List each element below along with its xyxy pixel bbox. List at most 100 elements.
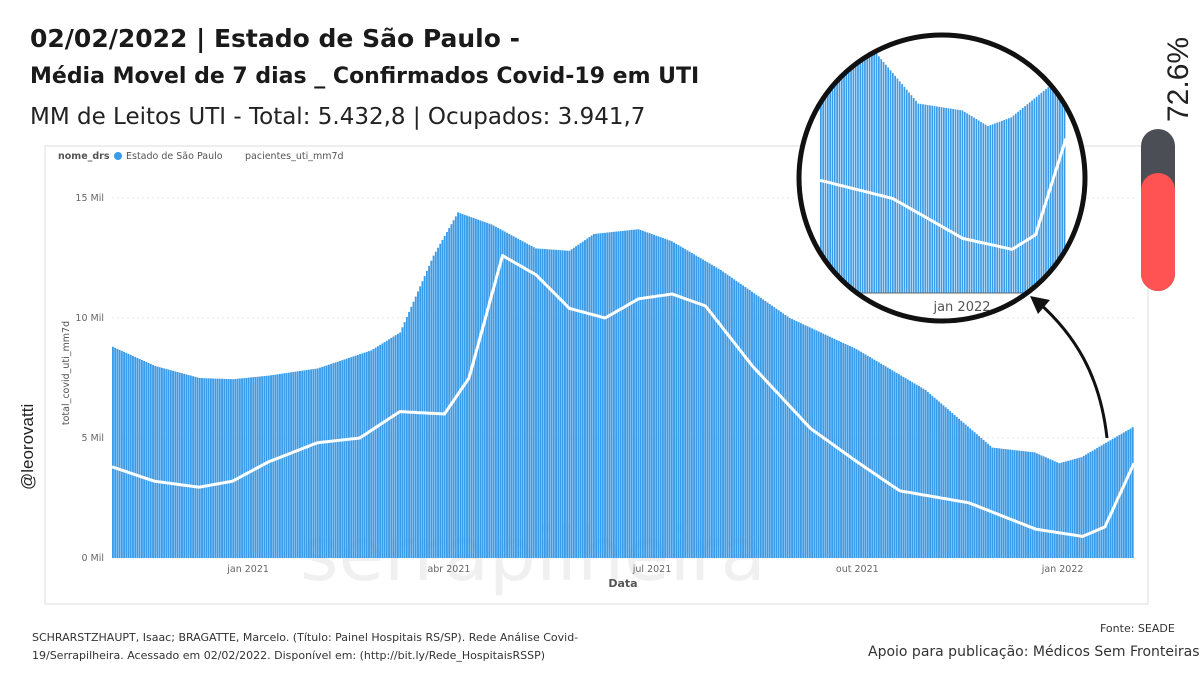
bar (129, 354, 132, 558)
bar (995, 448, 998, 558)
zoom-bar (838, 35, 841, 293)
bar (795, 321, 798, 558)
bar (584, 240, 586, 559)
bar (227, 379, 230, 558)
bar (236, 378, 239, 558)
bar (590, 235, 593, 558)
bar (187, 375, 190, 558)
bar (1002, 448, 1005, 558)
bar (759, 297, 762, 558)
bar (189, 375, 192, 558)
bar (906, 379, 909, 558)
zoom-bar (943, 107, 945, 293)
bar (860, 351, 863, 558)
bar (307, 369, 310, 558)
bar (443, 235, 446, 558)
bar (149, 363, 152, 558)
bar (477, 219, 480, 558)
zoom-bar (996, 122, 999, 293)
bar (588, 237, 591, 559)
zoom-bar (1038, 94, 1040, 293)
zoom-bar (994, 123, 996, 293)
legend-item: pacientes_uti_mm7d (245, 151, 344, 162)
zoom-bar (936, 106, 938, 293)
bar (172, 370, 174, 558)
bar (290, 372, 293, 558)
bar (1033, 452, 1036, 558)
bar (739, 283, 742, 558)
zoom-bar (929, 105, 931, 293)
bar (196, 377, 199, 558)
bar (661, 238, 664, 558)
zoom-bar (889, 70, 892, 293)
bar (178, 372, 181, 558)
bar (381, 343, 384, 558)
bar (114, 347, 117, 558)
bar (628, 230, 631, 558)
bar (998, 448, 1001, 558)
zoom-bar (850, 35, 852, 294)
bar (379, 344, 382, 558)
bar (555, 249, 557, 558)
bar (1029, 451, 1032, 558)
bar (897, 374, 900, 558)
bar (931, 395, 934, 558)
bar (679, 246, 682, 558)
zoom-ring (796, 32, 1088, 324)
zoom-bar (945, 107, 948, 293)
bar (566, 250, 569, 558)
bar (354, 355, 357, 558)
bar (1122, 432, 1125, 558)
bar (675, 243, 678, 558)
bar (762, 299, 765, 558)
mm7d-line (111, 254, 1136, 538)
bar (405, 317, 408, 558)
bar (708, 263, 711, 558)
bar (853, 348, 856, 558)
bar (822, 333, 825, 558)
bar (238, 378, 241, 558)
bar (550, 249, 553, 558)
bar (639, 230, 642, 558)
zoom-bar (891, 73, 894, 293)
bar (831, 337, 834, 558)
zoom-bar (938, 106, 941, 293)
bar (390, 337, 393, 558)
zoom-bar (822, 35, 825, 293)
bar-series (112, 212, 1134, 559)
bar (414, 296, 417, 558)
bar (218, 378, 221, 558)
bar (356, 354, 359, 558)
bar (597, 233, 600, 558)
zoom-bar (910, 95, 913, 294)
x-axis-label: Data (608, 577, 637, 590)
bar (116, 348, 119, 558)
bar (648, 233, 651, 558)
bar (1004, 449, 1007, 558)
zoom-bar (973, 117, 975, 293)
bar (439, 243, 442, 558)
bar (526, 243, 529, 558)
zoom-bar (868, 45, 871, 293)
bar (423, 276, 426, 558)
bar (989, 445, 992, 558)
bar (940, 403, 943, 558)
bar (376, 346, 379, 558)
zoom-bar (961, 110, 964, 293)
zoom-bar (852, 35, 855, 293)
bar (688, 251, 691, 559)
bar (657, 236, 660, 558)
zoom-bar (824, 35, 827, 293)
bar (1113, 437, 1116, 558)
legend-title: nome_drs (58, 151, 110, 162)
bar (212, 378, 215, 558)
bar (345, 358, 348, 558)
bar (515, 237, 517, 558)
zoom-bar (1019, 109, 1022, 293)
bar (437, 247, 439, 558)
bar (797, 322, 800, 558)
bar (751, 291, 753, 558)
bar (586, 238, 589, 558)
bar (154, 366, 157, 558)
